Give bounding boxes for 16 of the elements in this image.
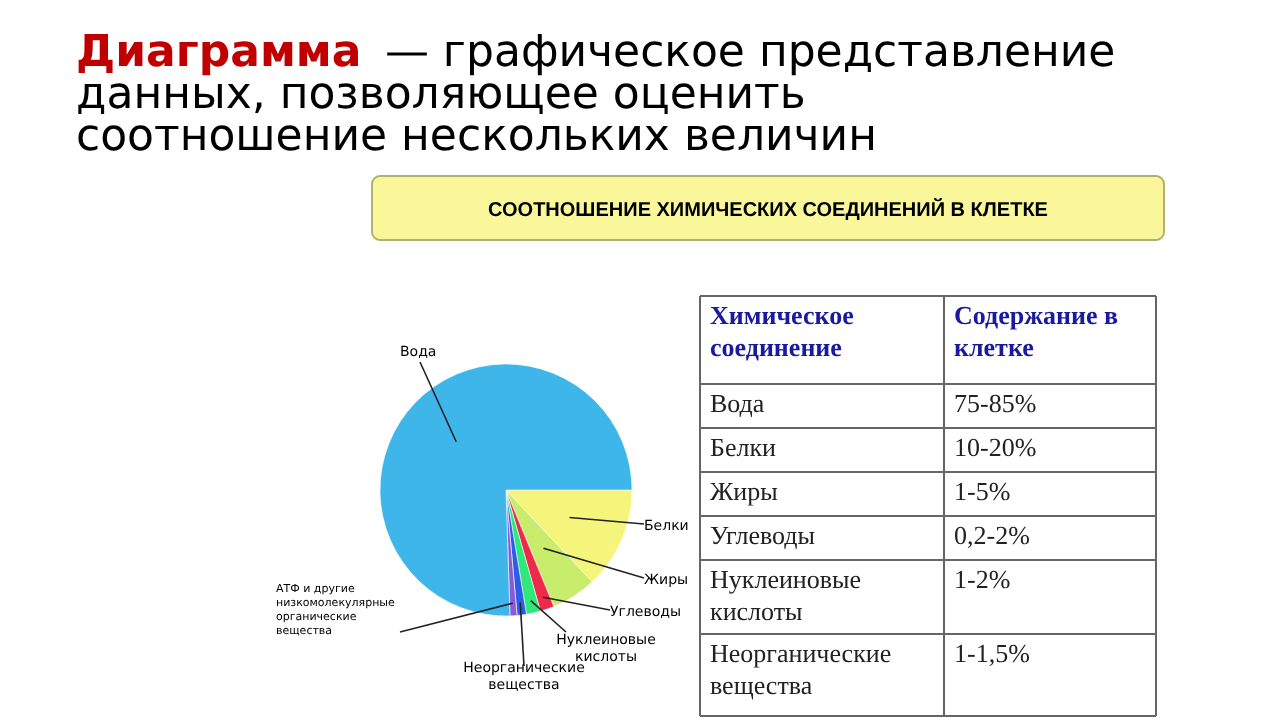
text: Неорганические вещества <box>710 638 892 700</box>
text: Содержание в клетке <box>954 300 1119 362</box>
text: 75-85% <box>954 388 1037 418</box>
text: 10-20% <box>954 432 1037 462</box>
text: Белки <box>710 432 777 462</box>
text: Нуклеиновые кислоты <box>710 564 862 626</box>
chart-title: Диаграмма — графическое представление данных, позволяющее оценить соотношение нескольких величин <box>76 28 1116 162</box>
text: 1-1,5% <box>954 638 1031 668</box>
text: Химическое соединение <box>710 300 855 362</box>
text: 0,2-2% <box>954 520 1031 550</box>
text: Углеводы <box>710 520 816 550</box>
text: Жиры <box>710 476 779 506</box>
text: СООТНОШЕНИЕ ХИМИЧЕСКИХ СОЕДИНЕНИЙ В КЛЕТКЕ <box>488 196 1049 222</box>
text: Вода <box>710 388 765 418</box>
text: 1-2% <box>954 564 1011 594</box>
text: 1-5% <box>954 476 1011 506</box>
